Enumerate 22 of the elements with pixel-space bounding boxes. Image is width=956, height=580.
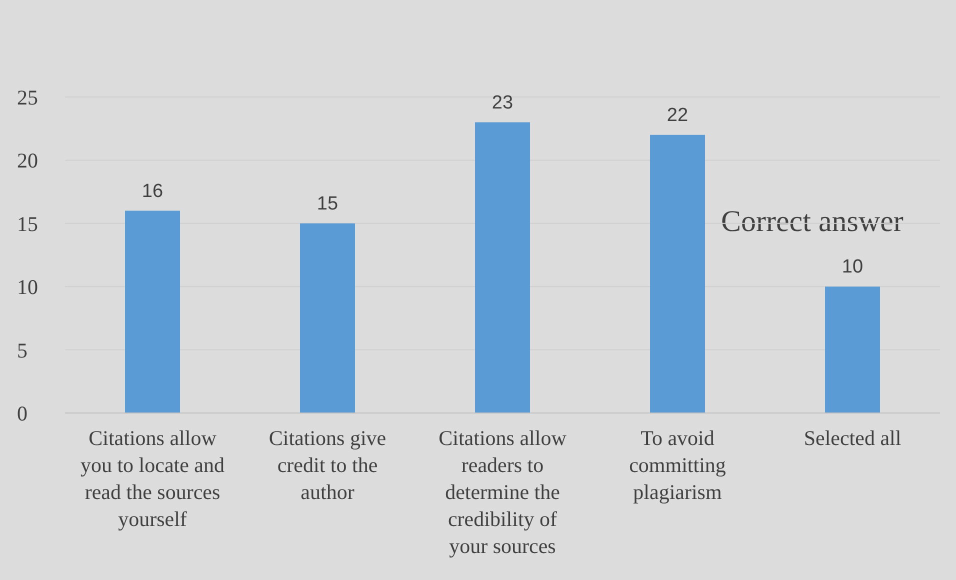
annotation: Correct answer [721,204,904,240]
bar [300,223,355,413]
x-tick-label: To avoid committing plagiarism [629,426,726,504]
y-tick-label: 0 [17,401,28,426]
x-tick-label: Selected all [804,426,902,450]
bar [125,210,180,413]
data-label: 10 [842,256,864,278]
data-label: 15 [316,193,338,214]
x-tick-label: Citations allow you to locate and read the sources yourself [80,426,226,531]
bar [475,122,530,413]
y-tick-label: 20 [17,148,38,173]
y-tick-label: 15 [17,212,38,236]
x-tick-label: Citations give credit to the author [268,426,386,504]
bar [825,286,880,413]
x-tick-label: Citations allow readers to determine the credibility of your sources [438,426,568,558]
data-label: 23 [492,92,514,114]
y-tick-label: 25 [17,85,38,110]
data-label: 22 [666,104,688,126]
data-label: 16 [142,180,164,202]
bar [650,134,705,413]
y-tick-label: 5 [17,338,28,362]
y-tick-label: 10 [17,275,38,300]
